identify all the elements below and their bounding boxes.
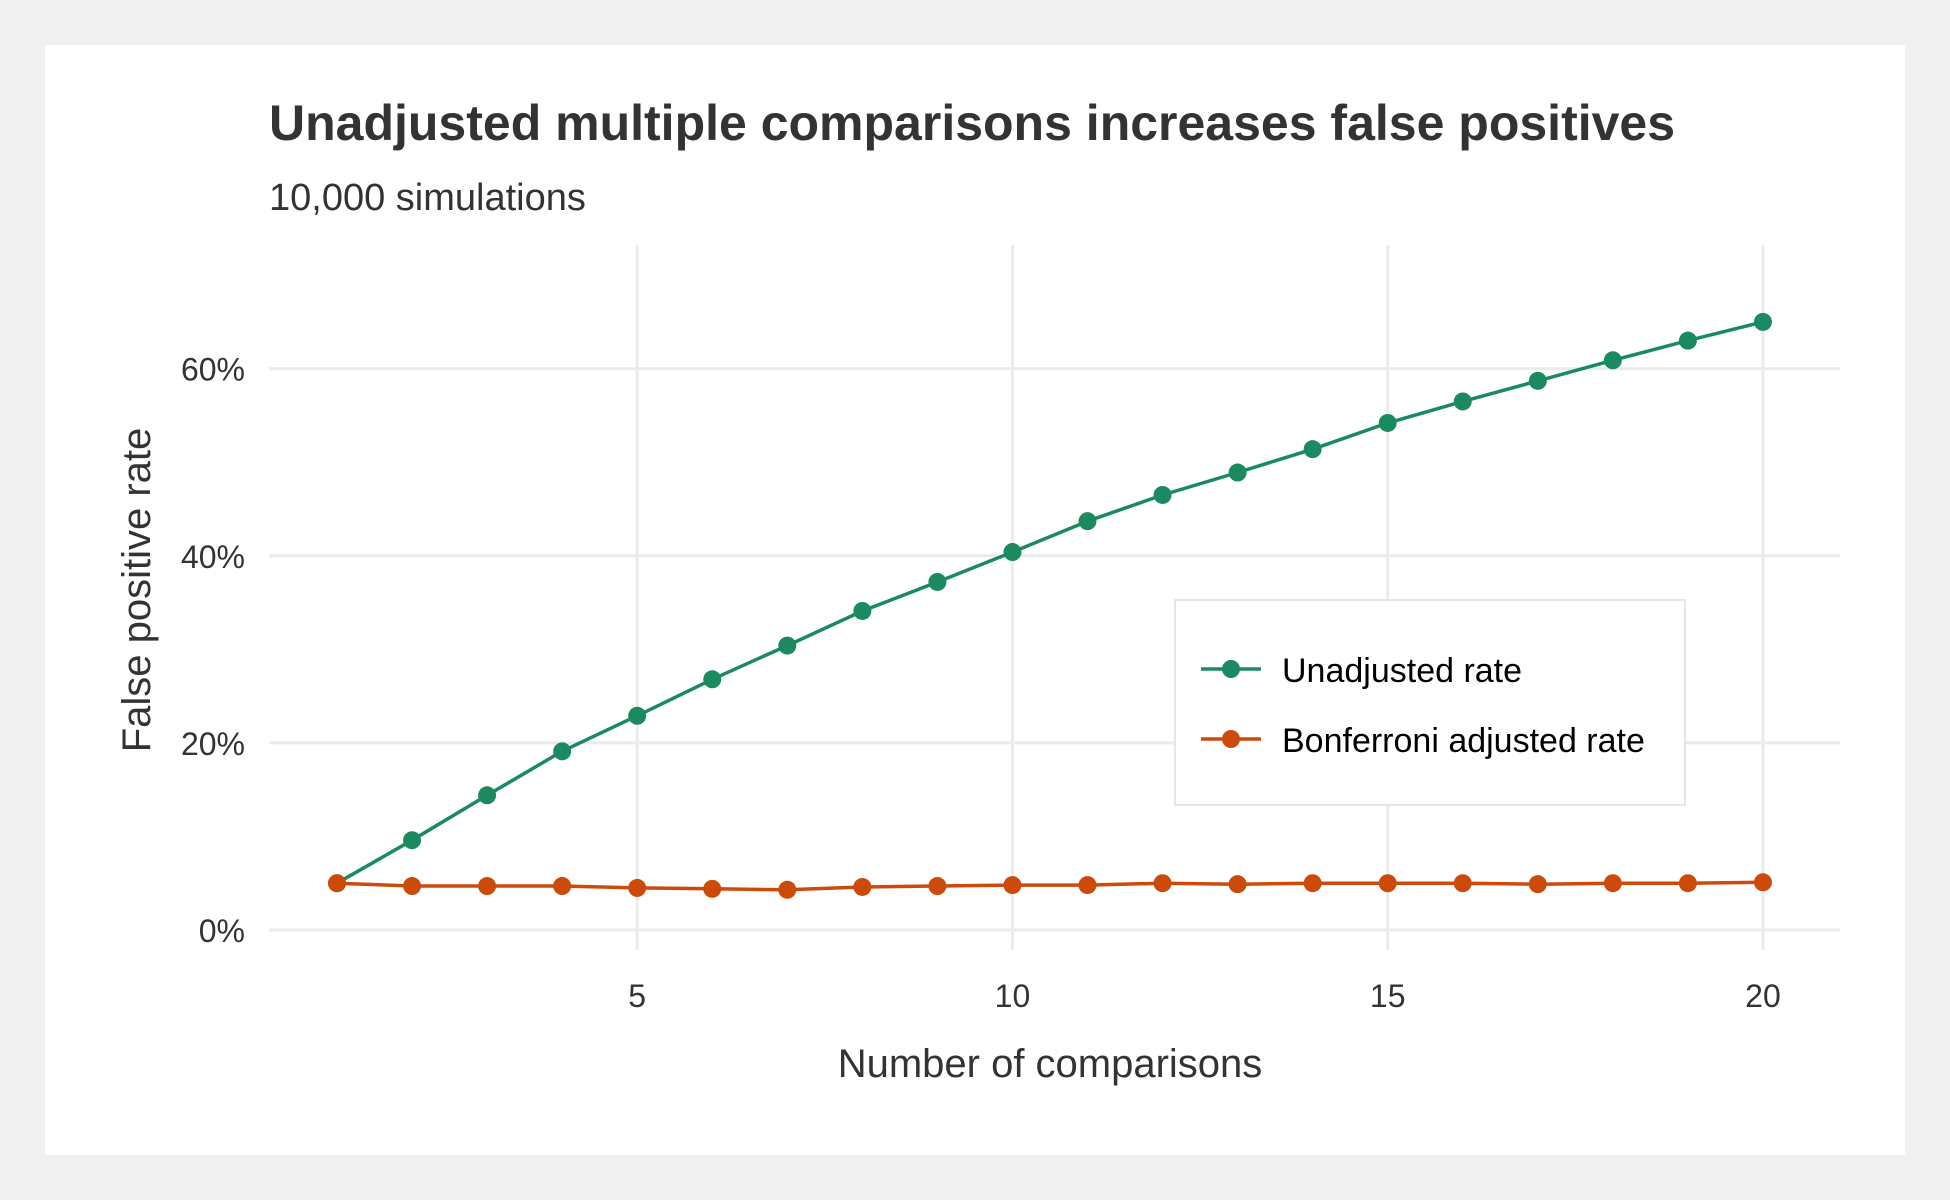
data-point [928, 572, 947, 591]
x-axis-label: Number of comparisons [838, 1042, 1263, 1086]
y-axis-ticks: 0% 20% 40% 60% [181, 352, 245, 949]
data-point [1303, 874, 1322, 893]
data-point [628, 706, 647, 725]
data-point [1528, 875, 1547, 894]
data-point [1453, 392, 1472, 411]
data-point [403, 877, 422, 896]
series-layer [328, 312, 1772, 899]
data-point [778, 880, 797, 899]
data-point [1453, 874, 1472, 893]
data-point [1678, 874, 1697, 893]
chart-card: Unadjusted multiple comparisons increase… [45, 45, 1905, 1155]
data-point [1753, 312, 1772, 331]
line-chart: Unadjusted multiple comparisons increase… [115, 95, 1840, 1086]
legend-marker-unadjusted [1222, 660, 1240, 678]
y-tick-label: 60% [181, 352, 245, 388]
data-point [1753, 873, 1772, 892]
data-point [1603, 874, 1622, 893]
data-point [1153, 485, 1172, 504]
legend-label-bonferroni: Bonferroni adjusted rate [1282, 722, 1645, 760]
data-point [1378, 413, 1397, 432]
data-point [1078, 876, 1097, 895]
y-axis-label: False positive rate [115, 428, 159, 753]
chart-title: Unadjusted multiple comparisons increase… [269, 95, 1675, 151]
data-point [1378, 874, 1397, 893]
data-point [778, 636, 797, 655]
data-point [553, 742, 572, 761]
x-tick-label: 15 [1370, 978, 1406, 1014]
data-point [628, 878, 647, 897]
data-point [1528, 371, 1547, 390]
data-point [1003, 543, 1022, 562]
data-point [703, 879, 722, 898]
data-point [853, 601, 872, 620]
x-tick-label: 5 [628, 978, 646, 1014]
y-tick-label: 20% [181, 726, 245, 762]
series-line [336, 320, 1764, 885]
data-point [703, 670, 722, 689]
legend-marker-bonferroni [1222, 730, 1240, 748]
legend: Unadjusted rate Bonferroni adjusted rate [1174, 599, 1686, 806]
legend-label-unadjusted: Unadjusted rate [1282, 652, 1522, 690]
chart-subtitle: 10,000 simulations [269, 177, 586, 219]
data-point [1303, 440, 1322, 459]
data-point [1678, 331, 1697, 350]
data-point [928, 877, 947, 896]
x-axis-ticks: 5 10 15 20 [628, 978, 1780, 1014]
y-tick-label: 40% [181, 539, 245, 575]
legend-box [1174, 599, 1686, 806]
x-tick-label: 10 [995, 978, 1031, 1014]
data-point [1153, 874, 1172, 893]
data-point [478, 786, 497, 805]
data-point [1078, 512, 1097, 531]
data-point [1228, 463, 1247, 482]
data-point [1003, 876, 1022, 895]
data-point [853, 877, 872, 896]
series-bonferroni [328, 873, 1772, 899]
y-tick-label: 0% [199, 913, 245, 949]
grid [269, 245, 1840, 950]
data-point [403, 831, 422, 850]
series-unadjusted [328, 312, 1772, 893]
x-tick-label: 20 [1745, 978, 1781, 1014]
series-line [336, 880, 1764, 892]
data-point [328, 874, 346, 893]
data-point [1228, 875, 1247, 894]
data-point [478, 877, 497, 896]
data-point [553, 877, 572, 896]
data-point [1603, 351, 1622, 370]
